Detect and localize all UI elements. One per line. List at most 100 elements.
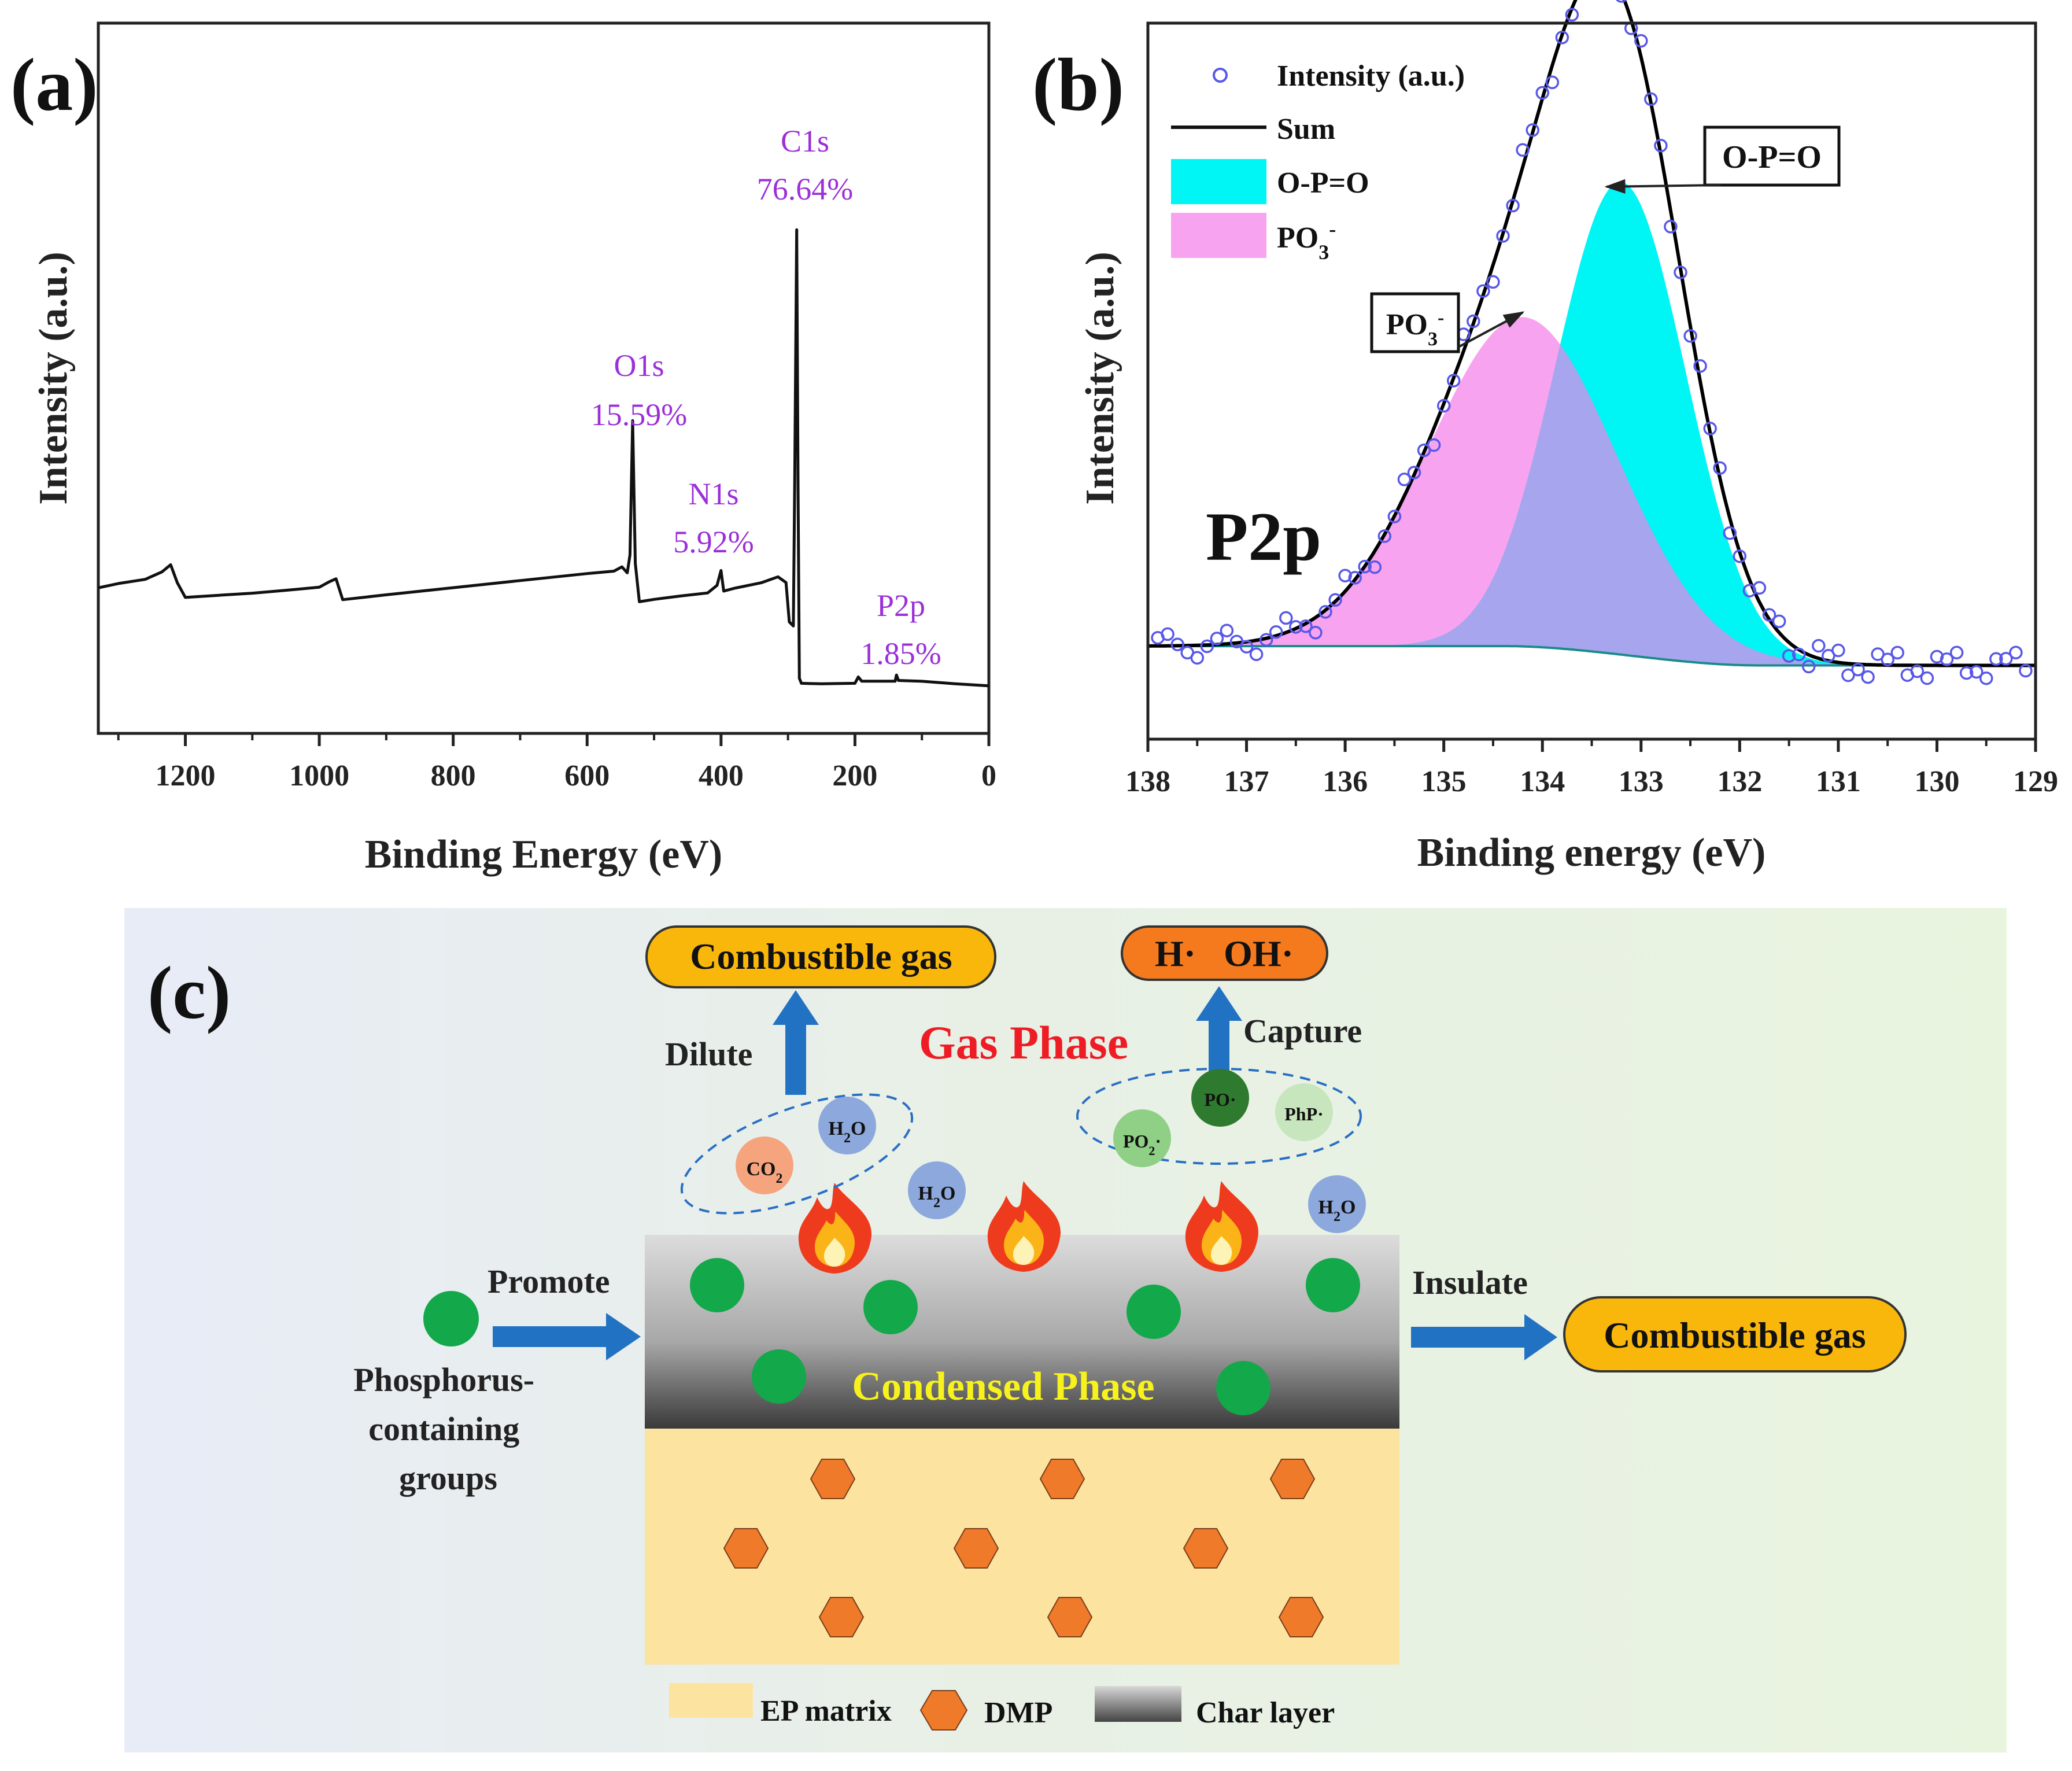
gas-phase-label: Gas Phase <box>919 1016 1128 1069</box>
phosphorus-dot <box>1306 1258 1360 1312</box>
legend-label-opo: O-P=O <box>1277 167 1369 200</box>
peak-percent-p2p: 1.85% <box>860 636 941 671</box>
data-point <box>1723 526 1737 540</box>
svg-text:PO2·: PO2· <box>1123 1131 1161 1158</box>
peak-name-c1s: C1s <box>781 124 829 158</box>
x-tick-label: 129 <box>2013 765 2058 798</box>
phosphorus-groups-label: Phosphorus- containing groups <box>353 1361 542 1497</box>
data-point <box>1535 86 1549 100</box>
x-tick-label: 400 <box>699 759 744 792</box>
data-point <box>1979 671 1993 685</box>
peak-percent-c1s: 76.64% <box>757 172 853 206</box>
data-point <box>1397 473 1412 486</box>
data-point <box>1407 466 1421 479</box>
dmp-hexagon <box>1269 1459 1316 1499</box>
data-point <box>1565 8 1579 22</box>
data-point <box>1999 652 2013 666</box>
x-tick-label: 132 <box>1717 765 1762 798</box>
x-tick-label: 134 <box>1520 765 1565 798</box>
promote-label: Promote <box>487 1263 610 1300</box>
combustible-gas-top-pill: Combustible gas <box>645 925 996 988</box>
data-point <box>1555 31 1569 45</box>
molecule-po2: PO2· <box>1113 1109 1171 1167</box>
x-tick-label: 800 <box>431 759 476 792</box>
insulate-label: Insulate <box>1412 1264 1528 1301</box>
x-tick-label: 135 <box>1421 765 1467 798</box>
data-point <box>1309 626 1323 640</box>
x-tick-label: 130 <box>1914 765 1959 798</box>
legend-label-char-layer: Char layer <box>1196 1696 1335 1729</box>
capture-label: Capture <box>1243 1012 1362 1050</box>
dmp-hexagon <box>810 1459 856 1499</box>
data-point <box>1713 461 1727 475</box>
data-point <box>1328 593 1342 607</box>
legend-label-dmp: DMP <box>984 1696 1052 1729</box>
panel-c-label: (c) <box>147 951 231 1035</box>
component-overlap-area <box>1148 344 2036 666</box>
peak-percent-o1s: 15.59% <box>591 397 687 432</box>
data-point <box>1318 605 1332 619</box>
data-point <box>1762 608 1776 622</box>
dilution-gas-group <box>680 1093 914 1215</box>
peak-name-o1s: O1s <box>614 348 664 383</box>
promote-arrow <box>493 1313 641 1360</box>
panel-a-xlabel: Binding Energy (eV) <box>365 832 722 877</box>
molecule-co2: CO2 <box>736 1137 793 1194</box>
data-point <box>1674 265 1687 279</box>
data-point <box>1170 637 1184 651</box>
data-point <box>1476 284 1490 298</box>
x-tick-label: 200 <box>832 759 877 792</box>
data-point <box>1644 92 1658 106</box>
data-point <box>1861 670 1875 684</box>
data-point <box>1210 632 1224 645</box>
legend-label-po3: PO3- <box>1277 217 1336 264</box>
survey-spectrum-line <box>98 228 989 688</box>
data-point <box>1545 75 1560 90</box>
molecule-h2o: H2O <box>818 1097 876 1154</box>
svg-text:H2O: H2O <box>829 1118 866 1146</box>
data-point <box>1969 665 1984 679</box>
data-point <box>1910 664 1925 678</box>
data-point <box>1200 639 1214 654</box>
phosphorus-dot <box>1216 1361 1270 1415</box>
data-point <box>1959 666 1974 680</box>
data-point <box>1683 329 1697 343</box>
data-point <box>1467 314 1480 329</box>
legend-marker-intensity <box>1213 68 1228 83</box>
molecule-h2o: H2O <box>1308 1175 1366 1233</box>
data-point <box>1427 438 1441 452</box>
data-point <box>1890 645 1904 660</box>
data-point <box>1801 659 1816 674</box>
data-point <box>1348 571 1362 585</box>
peak-name-n1s: N1s <box>688 477 738 511</box>
data-point <box>1446 374 1461 388</box>
data-point <box>1841 668 1855 682</box>
phosphorus-group-icon <box>423 1291 479 1346</box>
legend-label-sum: Sum <box>1277 113 1335 146</box>
legend-label-ep-matrix: EP matrix <box>760 1695 892 1728</box>
legend-label-intensity: Intensity (a.u.) <box>1277 60 1465 93</box>
data-point <box>1616 0 1627 3</box>
panel-a-ticks: 1200 1000 800 600 400 200 0 <box>117 733 996 792</box>
data-point <box>1249 647 1264 661</box>
data-point <box>1338 569 1352 582</box>
panel-a-ylabel: Intensity (a.u.) <box>31 252 76 505</box>
legend-swatch-opo <box>1171 159 1266 204</box>
combustible-gas-top-text: Combustible gas <box>690 936 952 977</box>
data-point <box>1989 652 2003 666</box>
data-point <box>1526 123 1539 137</box>
data-point <box>1703 422 1717 436</box>
data-point <box>1831 643 1845 658</box>
phosphorus-dot <box>1127 1285 1181 1339</box>
data-point <box>1634 34 1648 48</box>
dmp-hexagon <box>1183 1528 1229 1569</box>
legend-swatch-po3 <box>1171 213 1266 258</box>
molecule-php: PhP· <box>1275 1083 1333 1141</box>
data-point <box>1358 559 1372 574</box>
data-point <box>1289 620 1303 634</box>
data-point <box>1693 359 1707 373</box>
x-tick-label: 0 <box>981 759 996 792</box>
data-point <box>1752 581 1767 595</box>
ep-matrix-block <box>645 1429 1399 1665</box>
